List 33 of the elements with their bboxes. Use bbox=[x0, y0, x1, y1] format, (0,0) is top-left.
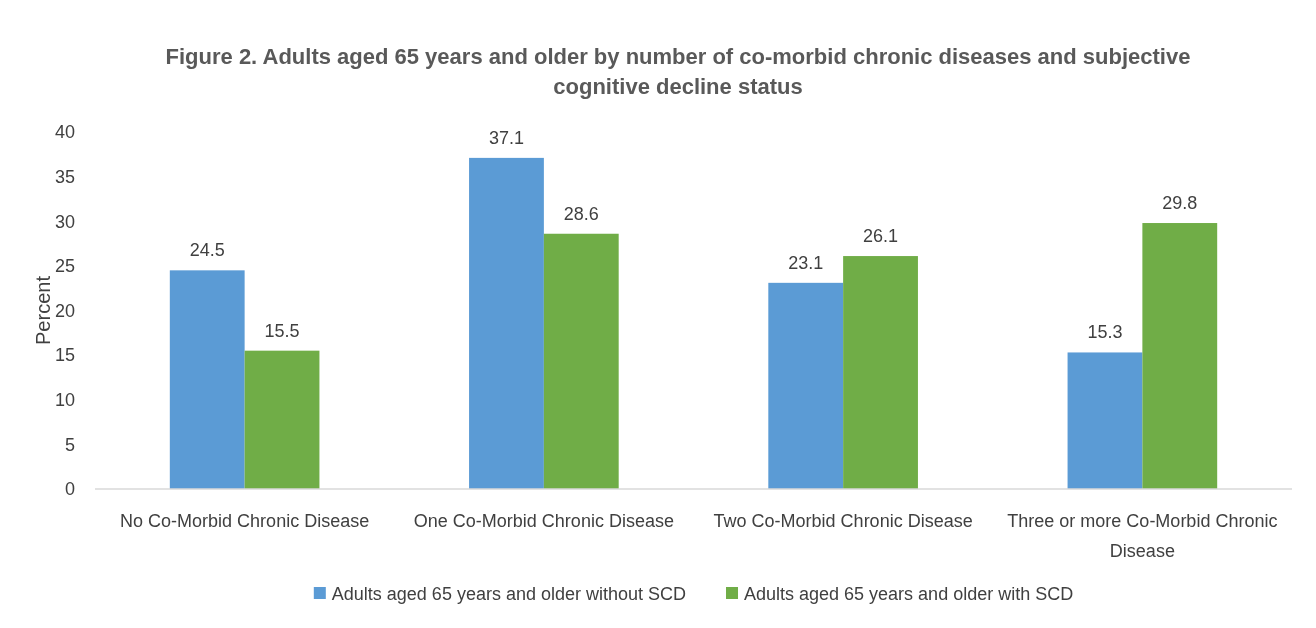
data-label: 15.5 bbox=[264, 320, 300, 341]
data-label: 24.5 bbox=[189, 240, 225, 261]
y-tick-label: 30 bbox=[54, 211, 75, 232]
bar bbox=[469, 157, 544, 489]
bar bbox=[244, 350, 320, 489]
y-tick-label: 10 bbox=[54, 390, 75, 411]
x-tick-label: Three or more Co-Morbid Chronic Disease bbox=[1007, 511, 1278, 561]
y-tick-label: 15 bbox=[54, 345, 75, 366]
data-label: 15.3 bbox=[1087, 322, 1123, 343]
chart-title: Figure 2. Adults aged 65 years and older by number of co-morbid chronic diseases and subjective cognitive decline status bbox=[165, 44, 1191, 99]
y-tick-label: 35 bbox=[54, 166, 75, 187]
bar bbox=[1067, 352, 1143, 489]
y-axis-title: Percent bbox=[32, 275, 54, 345]
y-tick-label: 20 bbox=[54, 300, 75, 321]
data-label: 29.8 bbox=[1162, 193, 1198, 214]
legend-label: Adults aged 65 years and older without SCD bbox=[331, 584, 687, 605]
bar bbox=[768, 282, 844, 489]
bar bbox=[843, 256, 918, 489]
data-label: 26.1 bbox=[863, 226, 899, 247]
data-label: 37.1 bbox=[488, 127, 524, 148]
x-tick-label: One Co-Morbid Chronic Disease bbox=[413, 511, 674, 531]
bar bbox=[543, 233, 619, 489]
y-tick-label: 0 bbox=[64, 479, 75, 500]
y-tick-label: 25 bbox=[54, 256, 75, 277]
bar bbox=[1142, 223, 1218, 489]
data-label: 28.6 bbox=[563, 203, 599, 224]
x-tick-label: Two Co-Morbid Chronic Disease bbox=[713, 511, 973, 531]
x-tick-label: No Co-Morbid Chronic Disease bbox=[120, 511, 370, 531]
legend-label: Adults aged 65 years and older with SCD bbox=[744, 584, 1074, 605]
y-tick-label: 5 bbox=[64, 434, 75, 455]
data-label: 23.1 bbox=[788, 252, 824, 273]
bar bbox=[169, 270, 245, 489]
y-tick-label: 40 bbox=[54, 122, 75, 143]
